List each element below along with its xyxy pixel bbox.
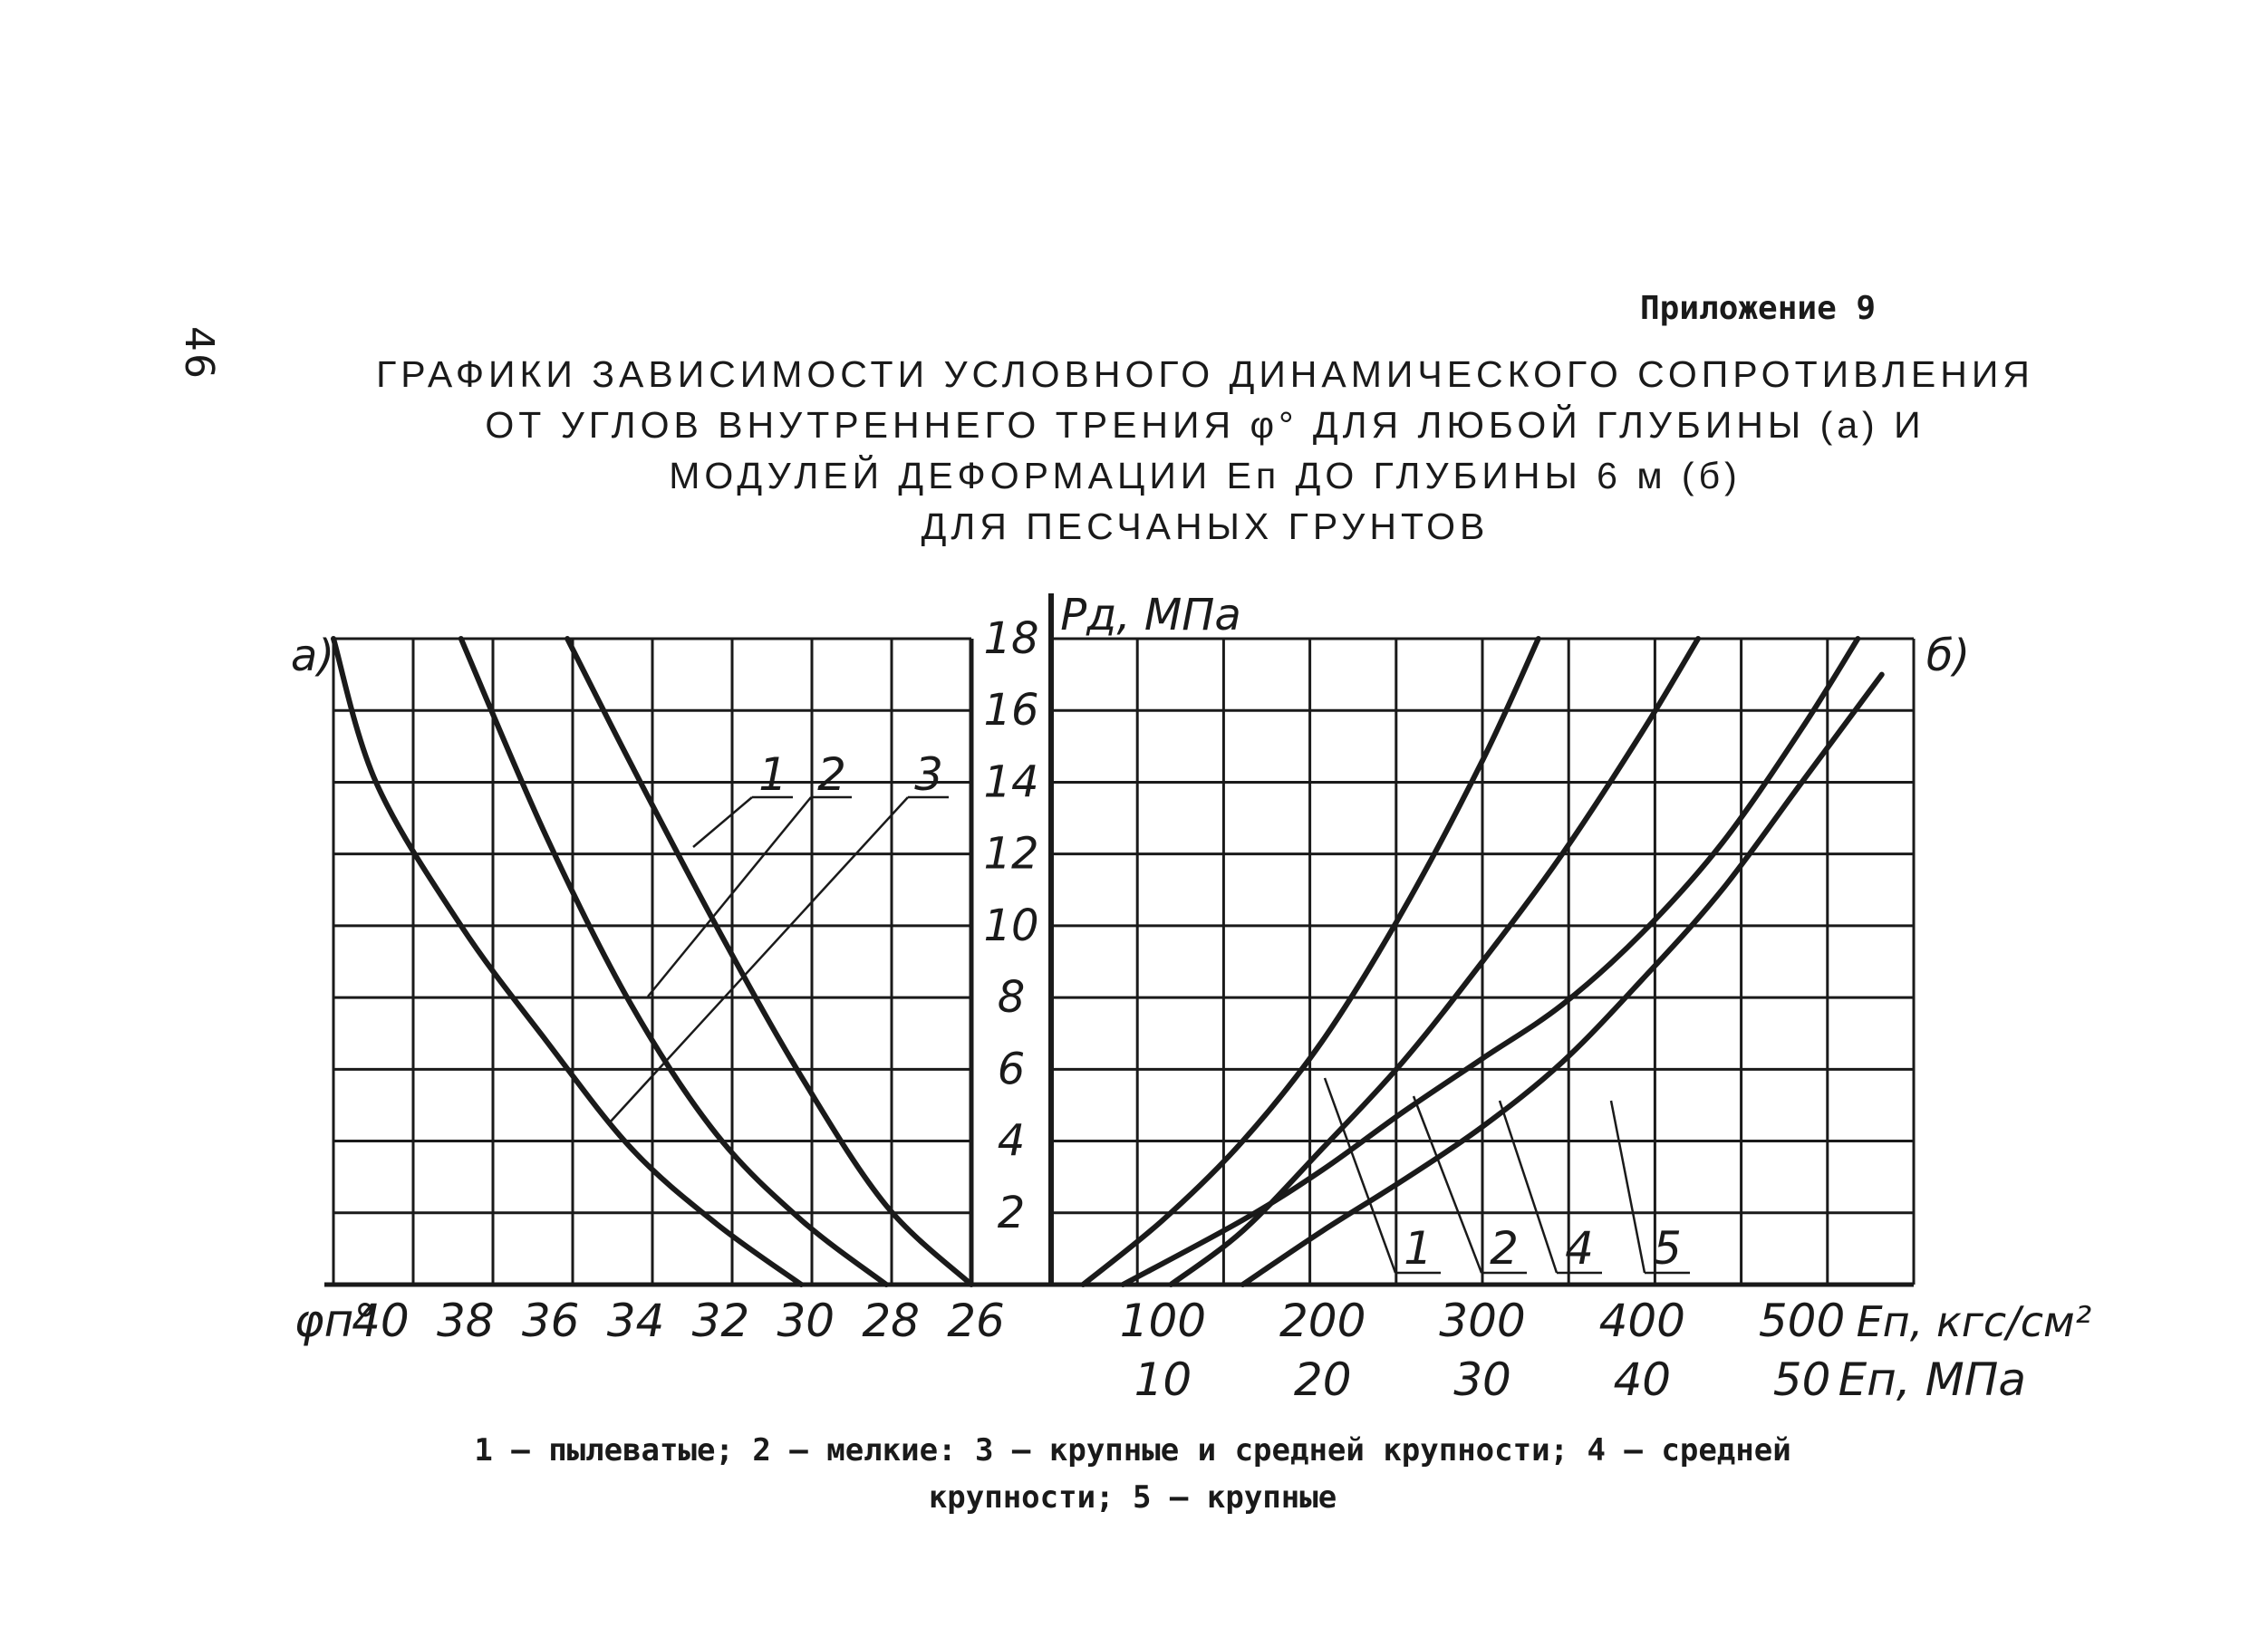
panel-a-label: а)	[291, 631, 334, 681]
x-tick-label-b-secondary: 40	[1613, 1353, 1671, 1406]
y-tick-label: 18	[983, 613, 1038, 664]
y-tick-label: 4	[998, 1116, 1026, 1167]
x-axis-label-a: φп°	[294, 1295, 377, 1347]
x-tick-label-a: 32	[692, 1295, 750, 1347]
y-tick-label: 14	[983, 756, 1038, 807]
x-tick-label-b-primary: 300	[1439, 1295, 1525, 1347]
x-axis-label-b-secondary: Eп, МПа	[1839, 1353, 2026, 1406]
appendix-label: Приложение 9	[1640, 290, 1877, 327]
y-tick-label: 6	[998, 1044, 1026, 1094]
leader-line-a	[647, 796, 812, 997]
x-tick-label-a: 28	[862, 1295, 920, 1347]
series-label-a: 3	[914, 748, 943, 801]
y-tick-label: 16	[983, 685, 1038, 736]
series-3-line-a	[565, 636, 974, 1287]
panel-a-group	[331, 636, 974, 1287]
title-line: ДЛЯ ПЕСЧАНЫХ ГРУНТОВ	[921, 506, 1490, 547]
x-tick-label-b-secondary: 10	[1134, 1353, 1192, 1406]
y-tick-label: 10	[983, 900, 1038, 951]
x-tick-label-a: 34	[607, 1295, 665, 1347]
series-2-line-a	[458, 636, 890, 1287]
legend-caption: 1 – пылеватые; 2 – мелкие: 3 – крупные и…	[272, 1427, 1993, 1521]
caption-line: крупности; 5 – крупные	[928, 1479, 1337, 1516]
series-1-line-b	[1080, 636, 1541, 1287]
series-4-line-b	[1120, 636, 1861, 1287]
x-tick-label-b-primary: 200	[1279, 1295, 1366, 1347]
leader-line-a	[608, 796, 909, 1124]
x-tick-label-a: 30	[777, 1295, 835, 1347]
panel-b-group	[1049, 636, 1916, 1287]
series-5-line-b	[1240, 671, 1885, 1287]
x-tick-label-a: 40	[352, 1295, 410, 1347]
y-tick-label: 2	[998, 1188, 1026, 1238]
series-label-a: 1	[758, 748, 787, 801]
document-title: ГРАФИКИ ЗАВИСИМОСТИ УСЛОВНОГО ДИНАМИЧЕСК…	[308, 349, 2102, 552]
leader-line-b	[1323, 1077, 1397, 1274]
y-tick-label: 12	[983, 829, 1038, 880]
y-axis-label: Pд, МПа	[1060, 590, 1241, 640]
leader-line-b	[1609, 1100, 1646, 1274]
x-tick-label-b-primary: 500	[1759, 1295, 1845, 1347]
x-axis-label-b-primary: Eп, кгс/см²	[1857, 1297, 2092, 1346]
x-tick-label-b-secondary: 30	[1453, 1353, 1511, 1406]
title-line: ОТ УГЛОВ ВНУТРЕННЕГО ТРЕНИЯ φ° ДЛЯ ЛЮБОЙ…	[485, 404, 1925, 446]
x-tick-label-a: 36	[522, 1295, 580, 1347]
leader-line-b	[1412, 1095, 1483, 1274]
series-label-b: 4	[1565, 1222, 1594, 1275]
x-tick-label-a: 26	[947, 1295, 1005, 1347]
leader-line-a	[692, 796, 753, 848]
x-tick-label-b-primary: 400	[1599, 1295, 1685, 1347]
series-label-b: 1	[1404, 1222, 1433, 1275]
title-line: МОДУЛЕЙ ДЕФОРМАЦИИ Eп ДО ГЛУБИНЫ 6 м (б)	[669, 455, 1742, 496]
leader-line-b	[1498, 1100, 1559, 1274]
x-tick-label-a: 38	[437, 1295, 495, 1347]
x-tick-label-b-secondary: 20	[1294, 1353, 1352, 1406]
panel-b-label: б)	[1926, 631, 1970, 681]
y-tick-label: 8	[998, 972, 1026, 1023]
x-tick-label-b-secondary: 50	[1773, 1353, 1831, 1406]
caption-line: 1 – пылеватые; 2 – мелкие: 3 – крупные и…	[474, 1432, 1791, 1468]
series-1-line-a	[331, 636, 805, 1287]
series-label-b: 2	[1490, 1222, 1519, 1275]
title-line: ГРАФИКИ ЗАВИСИМОСТИ УСЛОВНОГО ДИНАМИЧЕСК…	[376, 353, 2034, 395]
series-2-line-b	[1168, 636, 1701, 1287]
series-label-b: 5	[1653, 1222, 1682, 1275]
x-tick-label-b-primary: 100	[1120, 1295, 1206, 1347]
series-label-a: 2	[817, 748, 846, 801]
